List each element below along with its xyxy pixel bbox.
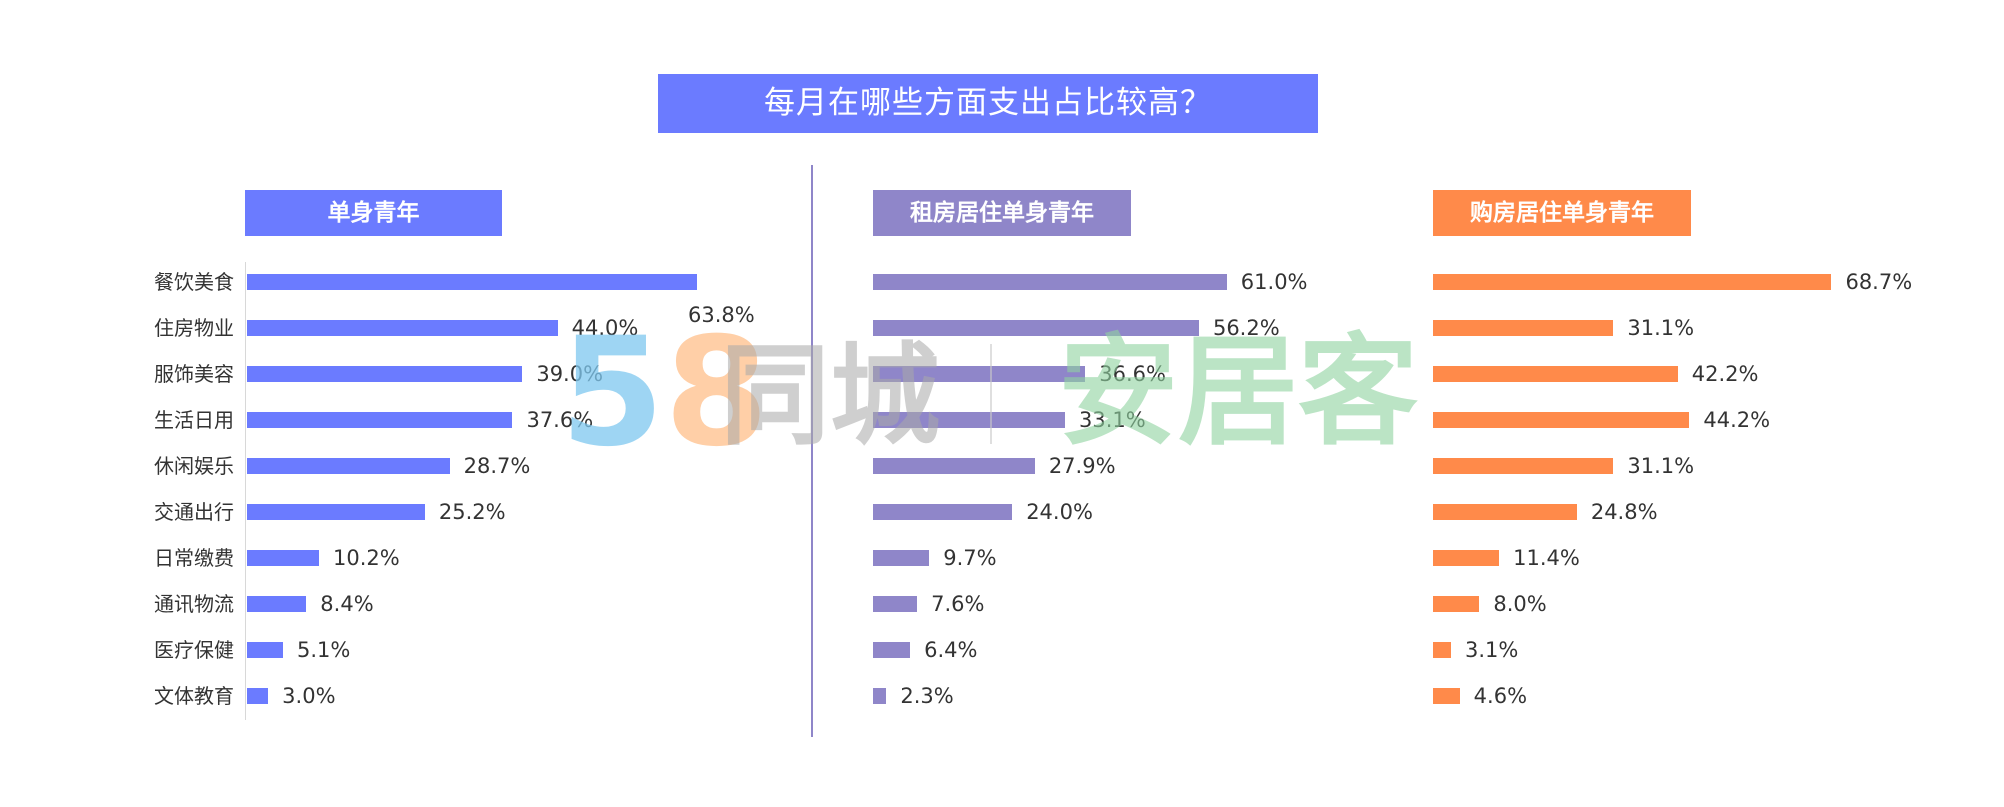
chart-title: 每月在哪些方面支出占比较高？: [658, 74, 1318, 133]
bar-value-label: 36.6%: [1099, 362, 1166, 386]
bar: [873, 274, 1227, 290]
bar: [1433, 274, 1832, 290]
bar-value-label: 56.2%: [1212, 316, 1280, 340]
bar: [873, 504, 1013, 520]
bar: [1433, 320, 1614, 336]
bar: [1433, 504, 1577, 520]
bar-value-label: 24.8%: [1590, 500, 1658, 524]
category-label: 文体教育: [154, 684, 234, 708]
bar: [247, 504, 425, 520]
bar-value-label: 39.0%: [536, 362, 604, 386]
bar-value-label: 3.1%: [1464, 638, 1519, 662]
bar-value-label: 5.1%: [297, 638, 351, 662]
bar-value-label: 9.7%: [943, 546, 997, 570]
bar: [247, 274, 698, 290]
bar: [1433, 366, 1678, 382]
bar-value-label: 44.0%: [571, 316, 639, 340]
bar: [247, 642, 283, 658]
bar-value-label: 6.4%: [924, 638, 978, 662]
bar: [873, 458, 1035, 474]
bar: [247, 596, 307, 612]
category-label: 日常缴费: [154, 546, 234, 570]
watermark-tongcheng: 同城: [720, 332, 940, 460]
category-label: 医疗保健: [154, 638, 234, 662]
bar-value-label: 8.4%: [320, 592, 374, 616]
bar: [873, 688, 887, 704]
category-label: 餐饮美食: [154, 270, 234, 294]
bar-value-label: 28.7%: [463, 454, 531, 478]
panel-divider: [811, 165, 813, 737]
panel-label-single-youth: 单身青年: [245, 190, 502, 236]
category-label: 通讯物流: [154, 592, 234, 616]
panel-label-renting-youth: 租房居住单身青年: [873, 190, 1131, 236]
bar-value-label: 61.0%: [1240, 270, 1308, 294]
panel-label-owning-youth: 购房居住单身青年: [1433, 190, 1691, 236]
bar-value-label: 3.0%: [282, 684, 336, 708]
bar-value-label: 31.1%: [1627, 316, 1695, 340]
bar: [247, 688, 269, 704]
watermark-separator: [990, 344, 992, 444]
bar-value-label: 10.2%: [333, 546, 400, 570]
bar: [873, 550, 930, 566]
category-label: 住房物业: [154, 316, 234, 340]
bar: [1433, 642, 1451, 658]
bar: [247, 320, 558, 336]
bar: [873, 366, 1086, 382]
bar-value-label: 11.4%: [1513, 546, 1580, 570]
bar: [1433, 458, 1614, 474]
bar-value-label: 33.1%: [1078, 408, 1146, 432]
category-label: 服饰美容: [154, 362, 234, 386]
bar: [247, 550, 319, 566]
bar: [1433, 596, 1480, 612]
bar-value-label: 4.6%: [1473, 684, 1528, 708]
watermark-anjuke: 安居客: [1058, 323, 1418, 462]
bar-value-label: 27.9%: [1048, 454, 1116, 478]
bar: [247, 458, 450, 474]
bar-value-label: 7.6%: [931, 592, 985, 616]
bar-value-label: 25.2%: [438, 500, 506, 524]
bar: [247, 366, 523, 382]
bar: [873, 642, 911, 658]
bar: [1433, 412, 1690, 428]
bar: [873, 320, 1199, 336]
bar: [247, 412, 513, 428]
bar-value-label: 42.2%: [1691, 362, 1759, 386]
bar-value-label: 37.6%: [526, 408, 594, 432]
category-label: 交通出行: [154, 500, 234, 524]
watermark: 58 同城 安居客: [560, 306, 1460, 480]
bar: [1433, 688, 1460, 704]
bar-value-label: 8.0%: [1493, 592, 1547, 616]
bar-value-label: 68.7%: [1845, 270, 1913, 294]
bar-value-label: 44.2%: [1703, 408, 1771, 432]
bar: [873, 596, 918, 612]
bar-value-label: 2.3%: [900, 684, 954, 708]
bar-value-label: 63.8%: [688, 303, 755, 327]
bar-value-label: 31.1%: [1627, 454, 1695, 478]
bar: [1433, 550, 1500, 566]
bar-value-label: 24.0%: [1026, 500, 1093, 524]
category-label: 生活日用: [154, 408, 234, 432]
bar: [873, 412, 1065, 428]
watermark-58-logo: 58: [560, 306, 769, 480]
category-axis-line: [245, 262, 246, 720]
category-label: 休闲娱乐: [154, 454, 234, 478]
